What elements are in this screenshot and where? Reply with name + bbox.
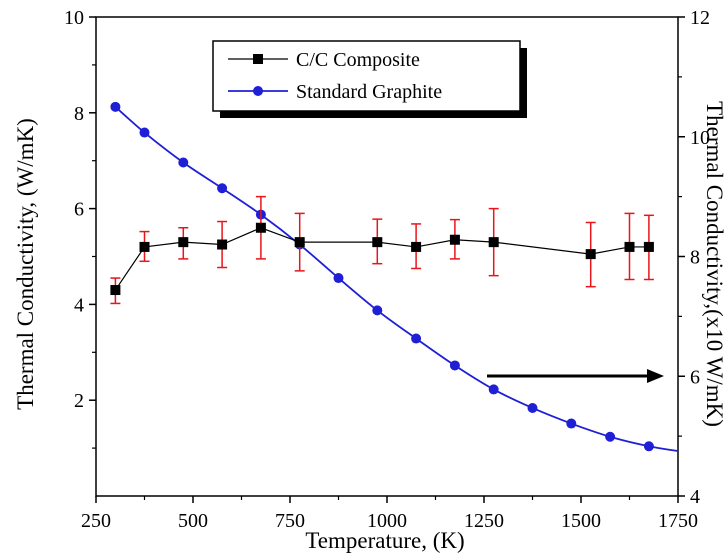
legend-marker-standard-graphite: [253, 86, 263, 96]
y-left-tick-label: 2: [74, 390, 84, 412]
x-tick-label: 1500: [561, 510, 601, 532]
y-left-tick-label: 10: [64, 7, 84, 29]
y-left-tick-label: 4: [74, 294, 84, 316]
standard-graphite-point: [110, 101, 121, 112]
annotation-layer: [487, 369, 664, 383]
cc-composite-point: [585, 249, 596, 260]
standard-graphite-point: [643, 441, 654, 452]
cc-composite-point: [178, 237, 189, 248]
y-axis-label-right: Thermal Conductivity,(x10 W/mK): [702, 101, 727, 427]
y-right-tick-label: 12: [690, 7, 710, 29]
series-standard-graphite: [110, 101, 679, 452]
cc-composite-point: [411, 241, 422, 252]
y-left-tick-label: 6: [74, 199, 84, 221]
cc-composite-point: [643, 241, 654, 252]
legend-box: [212, 40, 521, 112]
annotation-arrow-head: [647, 369, 664, 383]
legend: C/C Composite Standard Graphite: [212, 40, 527, 118]
standard-graphite-point: [217, 183, 228, 194]
cc-composite-point: [110, 285, 121, 296]
standard-graphite-point: [139, 127, 150, 138]
standard-graphite-point: [372, 305, 383, 316]
cc-composite-point: [624, 241, 635, 252]
axes: 250 500 750 1000 1250 1500 1750 2 4 6 8 10 4 6 8 10 12: [64, 7, 710, 532]
legend-marker-cc-composite: [253, 54, 263, 64]
cc-composite-point: [217, 239, 228, 250]
legend-label-cc-composite: C/C Composite: [296, 49, 420, 71]
standard-graphite-point: [488, 384, 499, 395]
x-tick-label: 250: [81, 510, 111, 532]
series-cc-composite: [110, 195, 654, 305]
cc-composite-line: [114, 227, 649, 291]
standard-graphite-point: [449, 360, 460, 371]
standard-graphite-point: [178, 157, 189, 168]
x-tick-label: 500: [178, 510, 208, 532]
y-right-tick-label: 10: [690, 127, 710, 149]
standard-graphite-point: [605, 431, 616, 442]
standard-graphite-point: [566, 418, 577, 429]
cc-composite-point: [488, 237, 499, 248]
y-left-tick-label: 8: [74, 103, 84, 125]
cc-composite-point: [139, 241, 150, 252]
cc-composite-point: [255, 222, 266, 233]
standard-graphite-point: [333, 273, 344, 284]
y-right-tick-label: 8: [690, 247, 700, 269]
x-tick-label: 1750: [658, 510, 698, 532]
cc-composite-point: [372, 237, 383, 248]
y-axis-label-left: Thermal Conductivity, (W/mK): [13, 118, 38, 410]
legend-label-standard-graphite: Standard Graphite: [296, 81, 442, 103]
y-right-tick-label: 6: [690, 366, 700, 388]
x-tick-label: 1000: [367, 510, 407, 532]
x-tick-label: 1250: [464, 510, 504, 532]
y-right-tick-label: 4: [690, 486, 700, 508]
series-layer: [110, 101, 679, 452]
standard-graphite-point: [527, 402, 538, 413]
x-axis-label: Temperature, (K): [305, 528, 464, 553]
x-tick-label: 750: [275, 510, 305, 532]
cc-composite-point: [294, 237, 305, 248]
standard-graphite-line: [114, 106, 679, 452]
standard-graphite-point: [411, 333, 422, 344]
cc-composite-point: [449, 234, 460, 245]
